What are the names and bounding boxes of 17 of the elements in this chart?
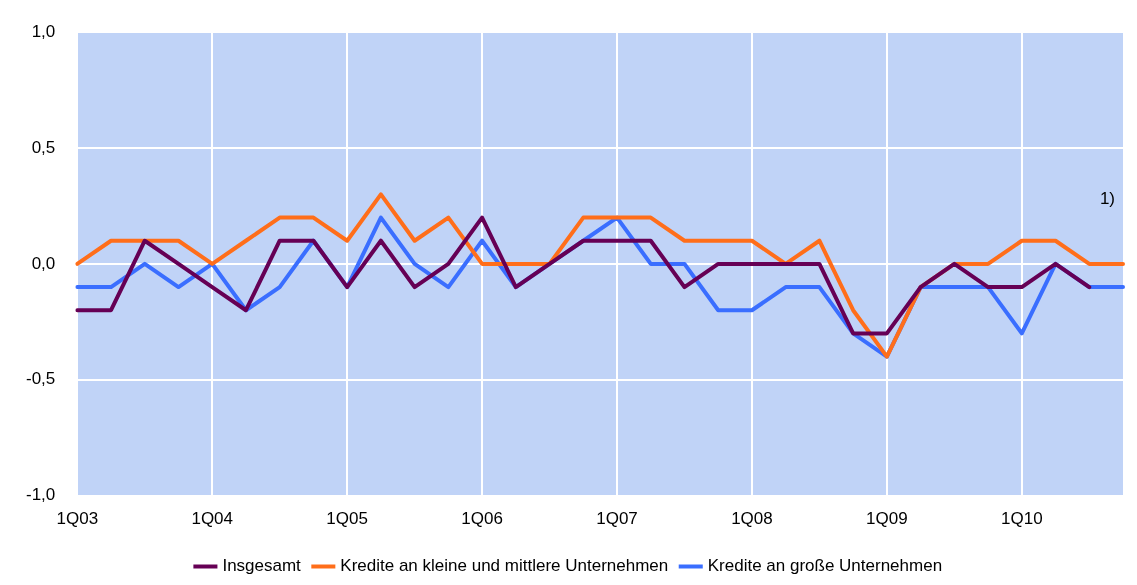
x-tick-label: 1Q07 bbox=[596, 509, 638, 529]
y-tick-label: -0,5 bbox=[26, 369, 56, 389]
annotation: 1) bbox=[1099, 188, 1115, 208]
legend-label: Kredite an große Unternehmen bbox=[707, 556, 943, 576]
y-tick-label: 0,0 bbox=[31, 253, 56, 273]
y-tick-label: 1,0 bbox=[31, 21, 56, 41]
y-tick-label: -1,0 bbox=[26, 485, 56, 505]
x-tick-label: 1Q06 bbox=[461, 509, 503, 529]
y-tick-label: 0,5 bbox=[31, 137, 56, 157]
legend-label: Insgesamt bbox=[222, 556, 302, 576]
x-tick-label: 1Q03 bbox=[56, 509, 99, 529]
x-tick-label: 1Q08 bbox=[731, 509, 773, 529]
x-tick-label: 1Q05 bbox=[326, 509, 368, 529]
x-tick-label: 1Q09 bbox=[866, 509, 908, 529]
legend-label: Kredite an kleine und mittlere Unternehmen bbox=[340, 556, 669, 576]
x-tick-label: 1Q04 bbox=[191, 509, 234, 529]
x-tick-label: 1Q10 bbox=[1001, 509, 1043, 529]
